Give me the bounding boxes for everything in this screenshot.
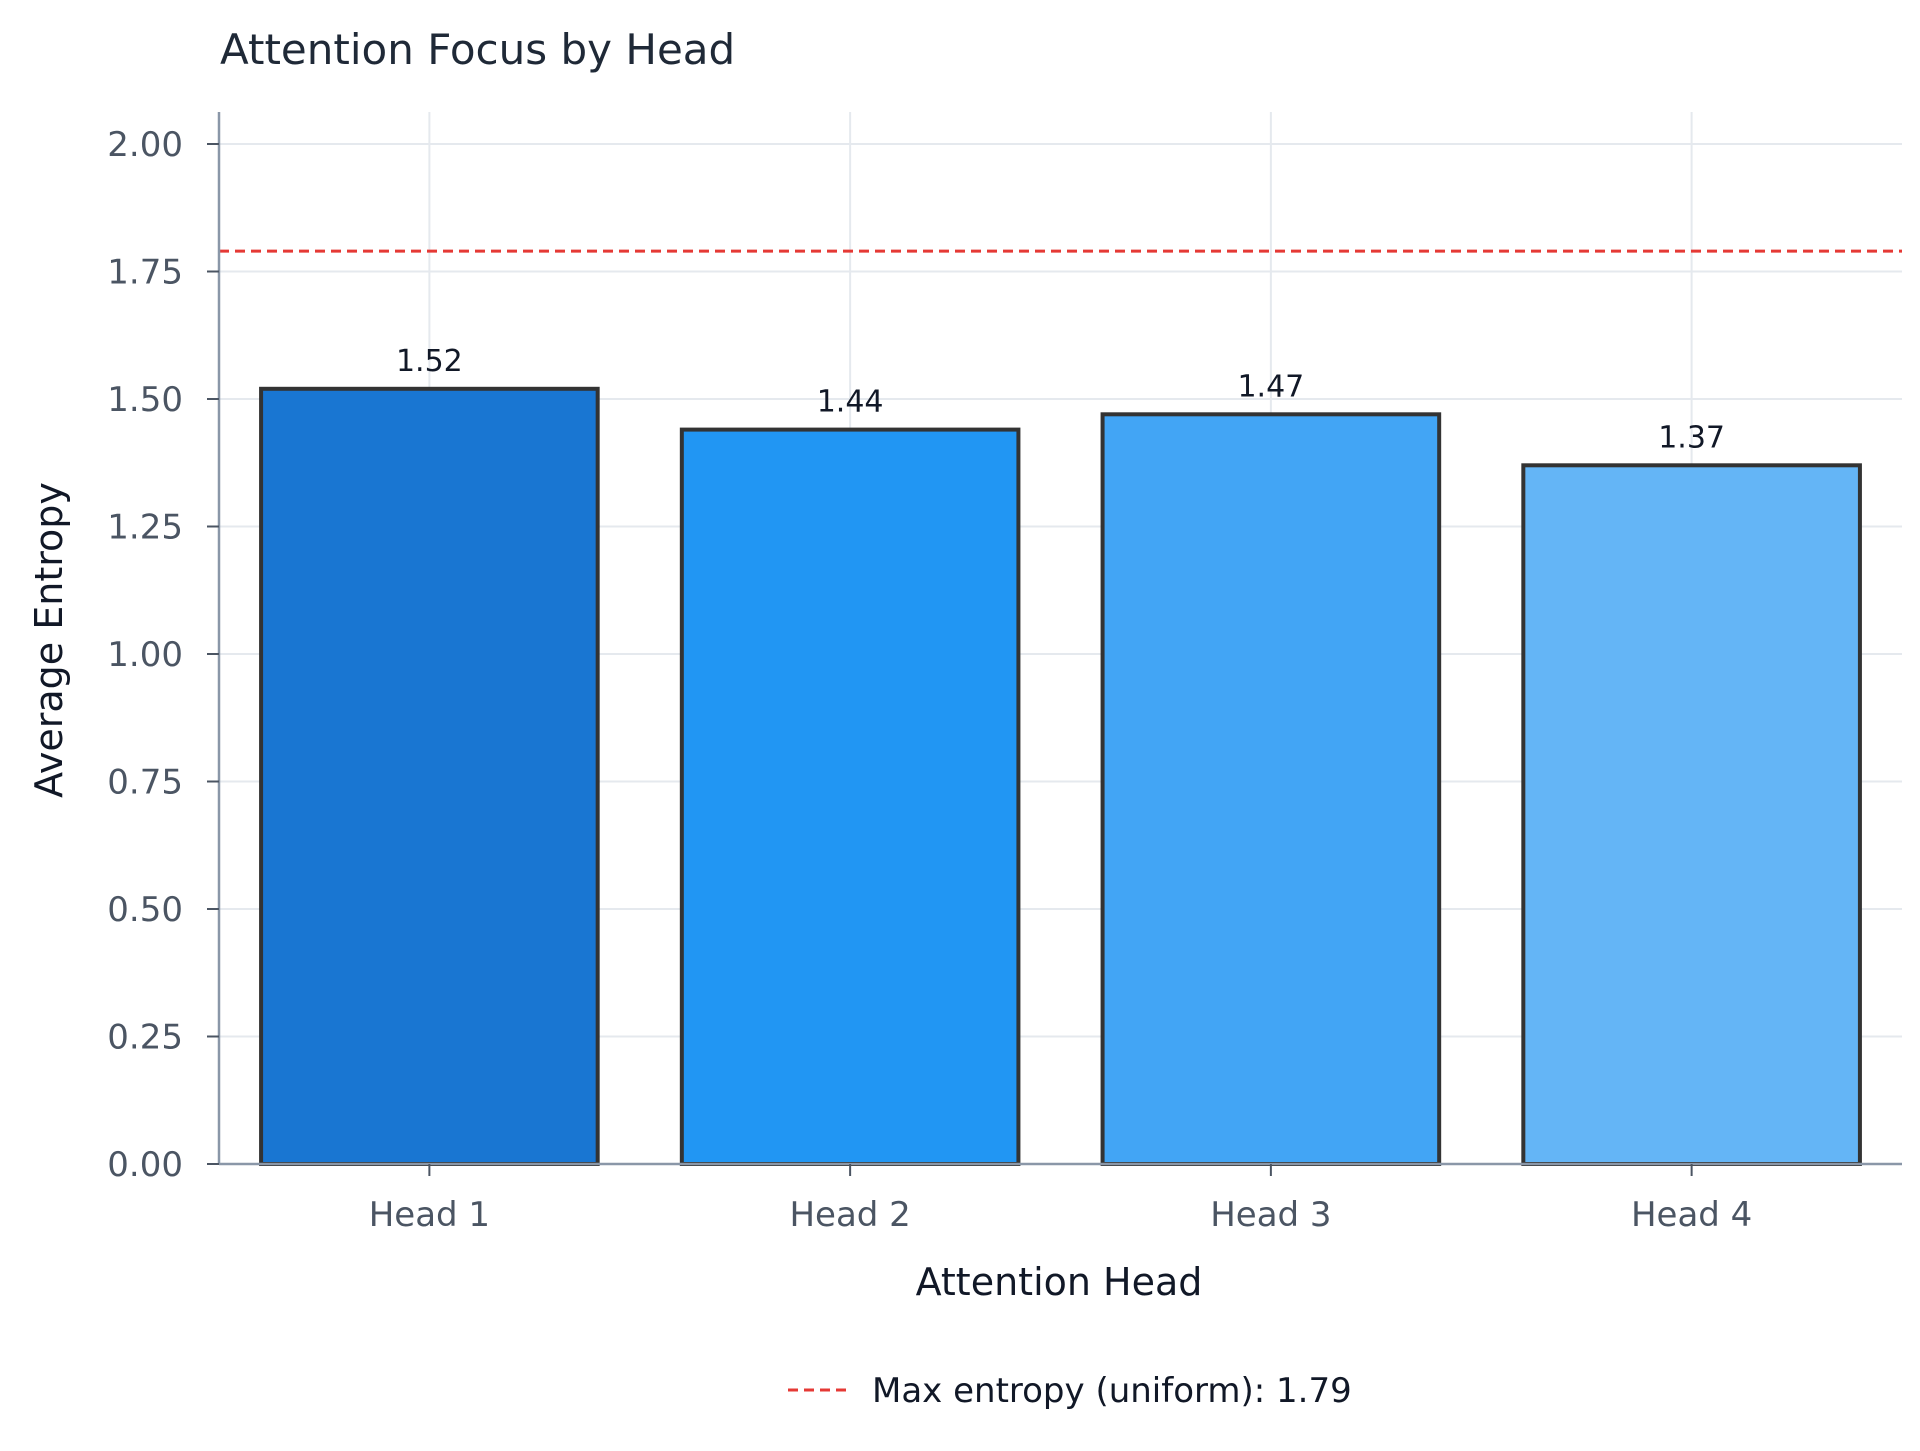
legend: Max entropy (uniform): 1.79	[788, 1371, 1352, 1411]
data-labels: 1.52 1.44 1.47 1.37	[396, 344, 1725, 456]
x-tick-label: Head 4	[1631, 1195, 1752, 1235]
bar-value-label: 1.52	[396, 344, 463, 379]
y-tick-label: 0.25	[107, 1018, 183, 1058]
bar-value-label: 1.37	[1658, 420, 1725, 455]
x-axis-title: Attention Head	[916, 1260, 1203, 1304]
y-tick-label: 0.50	[107, 890, 183, 930]
x-tick-label: Head 3	[1210, 1195, 1331, 1235]
x-tick-label: Head 1	[369, 1195, 490, 1235]
bar-value-label: 1.44	[817, 385, 884, 420]
bar-value-label: 1.47	[1237, 369, 1304, 404]
bar-head-4	[1521, 463, 1862, 1166]
bars	[259, 386, 1862, 1167]
y-tick-label: 1.00	[107, 635, 183, 675]
axes: 0.00 0.25 0.50 0.75 1.00 1.25 1.50 1.75 2.00 Head…	[107, 112, 1902, 1235]
bar-head-1	[259, 386, 600, 1166]
y-tick-label: 2.00	[107, 125, 183, 165]
y-tick-label: 0.75	[107, 763, 183, 803]
chart-title: Attention Focus by Head	[220, 25, 735, 74]
x-tick-label: Head 2	[789, 1195, 910, 1235]
y-tick-label: 1.75	[107, 253, 183, 293]
legend-label: Max entropy (uniform): 1.79	[872, 1371, 1352, 1411]
bar-head-3	[1100, 412, 1442, 1166]
y-tick-label: 1.50	[107, 380, 183, 420]
y-axis-title: Average Entropy	[27, 482, 71, 798]
y-tick-label: 0.00	[107, 1145, 183, 1185]
bar-head-2	[679, 427, 1021, 1167]
y-tick-label: 1.25	[107, 508, 183, 548]
